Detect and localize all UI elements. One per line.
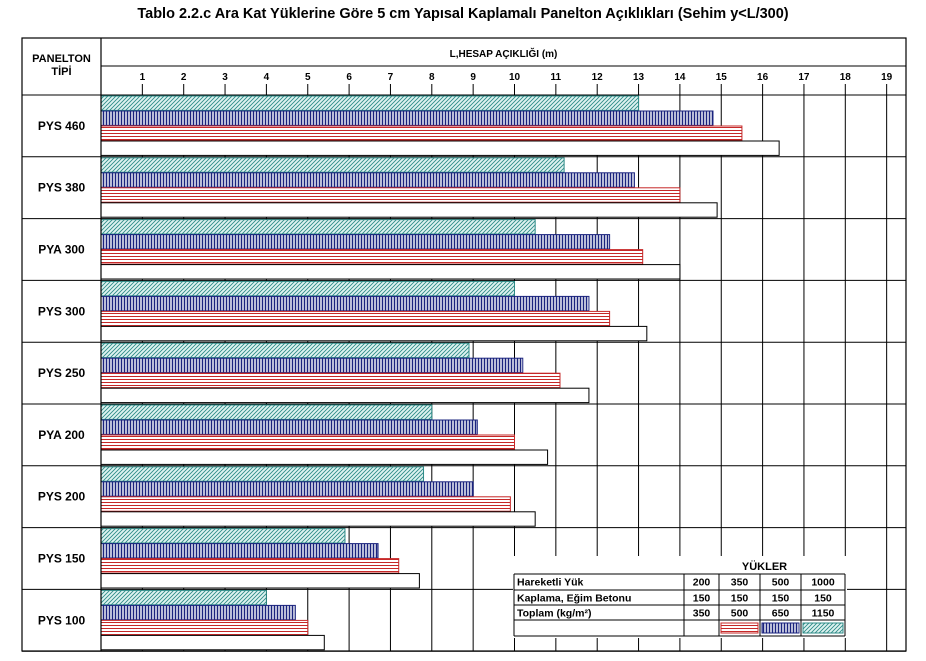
x-axis-label: L,HESAP AÇIKLIĞI (m) xyxy=(450,47,558,60)
category-label: PYS 460 xyxy=(38,119,86,133)
category-label: PYS 380 xyxy=(38,181,86,195)
loads-value: 150 xyxy=(731,593,749,605)
bar-pys-300-350 xyxy=(100,325,648,342)
bar-pys-460-500 xyxy=(100,125,743,141)
loads-value: 150 xyxy=(814,593,832,605)
bar-pys-380-350 xyxy=(100,202,718,218)
bar-pys-300-650 xyxy=(100,295,590,312)
bar-pys-100-650 xyxy=(100,604,296,621)
x-tick-label: 16 xyxy=(757,72,769,83)
bar-pys-250-1150 xyxy=(100,342,470,359)
x-tick-label: 17 xyxy=(798,72,810,83)
bar-pys-100-1150 xyxy=(100,589,267,606)
loads-table: YÜKLER Hareketli Yük 200 350 500 1000 Kaplama,… xyxy=(513,556,847,638)
x-tick-label: 10 xyxy=(509,72,521,83)
bar-pya-300-1150 xyxy=(100,219,536,235)
bar-pys-300-500 xyxy=(100,310,611,327)
bar-pys-100-500 xyxy=(100,619,309,636)
bar-pys-250-650 xyxy=(100,357,524,374)
category-label: PYS 100 xyxy=(38,613,86,627)
x-tick-label: 15 xyxy=(716,72,728,83)
bar-pys-380-650 xyxy=(100,172,635,188)
row-header-line2: TİPİ xyxy=(51,65,71,78)
x-tick-label: 8 xyxy=(429,72,435,83)
bar-pys-150-650 xyxy=(100,543,379,559)
category-label: PYA 200 xyxy=(38,428,85,442)
category-label: PYS 150 xyxy=(38,552,86,566)
loads-value: 1150 xyxy=(812,608,835,620)
bar-pya-300-500 xyxy=(100,249,644,265)
legend-swatch-horizontal xyxy=(720,622,759,634)
category-label: PYS 300 xyxy=(38,304,86,318)
x-tick-label: 18 xyxy=(840,72,852,83)
bar-pys-150-350 xyxy=(100,573,420,589)
x-tick-label: 3 xyxy=(222,72,228,83)
loads-value: 650 xyxy=(772,608,790,620)
x-tick-label: 9 xyxy=(470,72,476,83)
bar-pys-250-350 xyxy=(100,387,590,404)
bar-pys-200-350 xyxy=(100,511,536,527)
bar-pys-460-1150 xyxy=(100,95,640,111)
bar-pys-150-500 xyxy=(100,558,400,574)
bar-pya-300-350 xyxy=(100,264,681,280)
loads-title: YÜKLER xyxy=(742,560,787,573)
bar-pys-460-350 xyxy=(100,140,780,156)
bar-pys-380-1150 xyxy=(100,157,565,173)
loads-value: 200 xyxy=(693,577,711,589)
loads-value: 1000 xyxy=(811,577,835,589)
bar-pys-300-1150 xyxy=(100,280,515,297)
bar-pys-150-1150 xyxy=(100,528,346,544)
bar-pya-300-650 xyxy=(100,234,611,250)
x-tick-label: 5 xyxy=(305,72,311,83)
bar-pys-100-350 xyxy=(100,634,325,651)
loads-value: 150 xyxy=(772,593,790,605)
bar-pys-200-1150 xyxy=(100,466,425,482)
loads-value: 150 xyxy=(693,593,711,605)
x-tick-label: 19 xyxy=(881,72,893,83)
row-header-line1: PANELTON xyxy=(32,53,91,65)
category-label: PYS 200 xyxy=(38,490,86,504)
x-tick-label: 11 xyxy=(551,72,562,83)
bar-pys-200-650 xyxy=(100,481,474,497)
loads-row-label: Toplam (kg/m²) xyxy=(517,608,591,620)
x-tick-label: 4 xyxy=(264,72,270,83)
bar-pya-200-650 xyxy=(100,419,478,435)
legend-swatch-diagonal xyxy=(802,622,844,634)
x-tick-label: 2 xyxy=(181,72,187,83)
x-tick-label: 13 xyxy=(633,72,645,83)
loads-value: 350 xyxy=(731,577,749,589)
loads-row-label: Kaplama, Eğim Betonu xyxy=(517,593,631,605)
x-tick-label: 12 xyxy=(592,72,604,83)
x-tick-label: 6 xyxy=(346,72,352,83)
category-label: PYA 300 xyxy=(38,243,85,257)
bar-pya-200-1150 xyxy=(100,404,433,420)
bar-pys-200-500 xyxy=(100,496,511,512)
bar-pya-200-350 xyxy=(100,449,549,465)
legend-swatch-vertical xyxy=(761,622,800,634)
loads-value: 500 xyxy=(772,577,790,589)
bars xyxy=(100,95,780,651)
outer-frame xyxy=(21,37,907,652)
loads-value: 350 xyxy=(693,608,711,620)
loads-value: 500 xyxy=(731,608,749,620)
bar-pys-460-650 xyxy=(100,110,714,126)
bar-pys-250-500 xyxy=(100,372,561,389)
category-label: PYS 250 xyxy=(38,366,86,380)
frame xyxy=(21,37,907,652)
x-tick-label: 1 xyxy=(140,72,146,83)
x-tick-label: 7 xyxy=(388,72,394,83)
bar-pys-380-500 xyxy=(100,187,681,203)
x-tick-label: 14 xyxy=(674,72,686,83)
loads-row-label: Hareketli Yük xyxy=(517,577,584,589)
bar-pya-200-500 xyxy=(100,434,515,450)
chart-title: Tablo 2.2.c Ara Kat Yüklerine Göre 5 cm … xyxy=(137,6,789,22)
